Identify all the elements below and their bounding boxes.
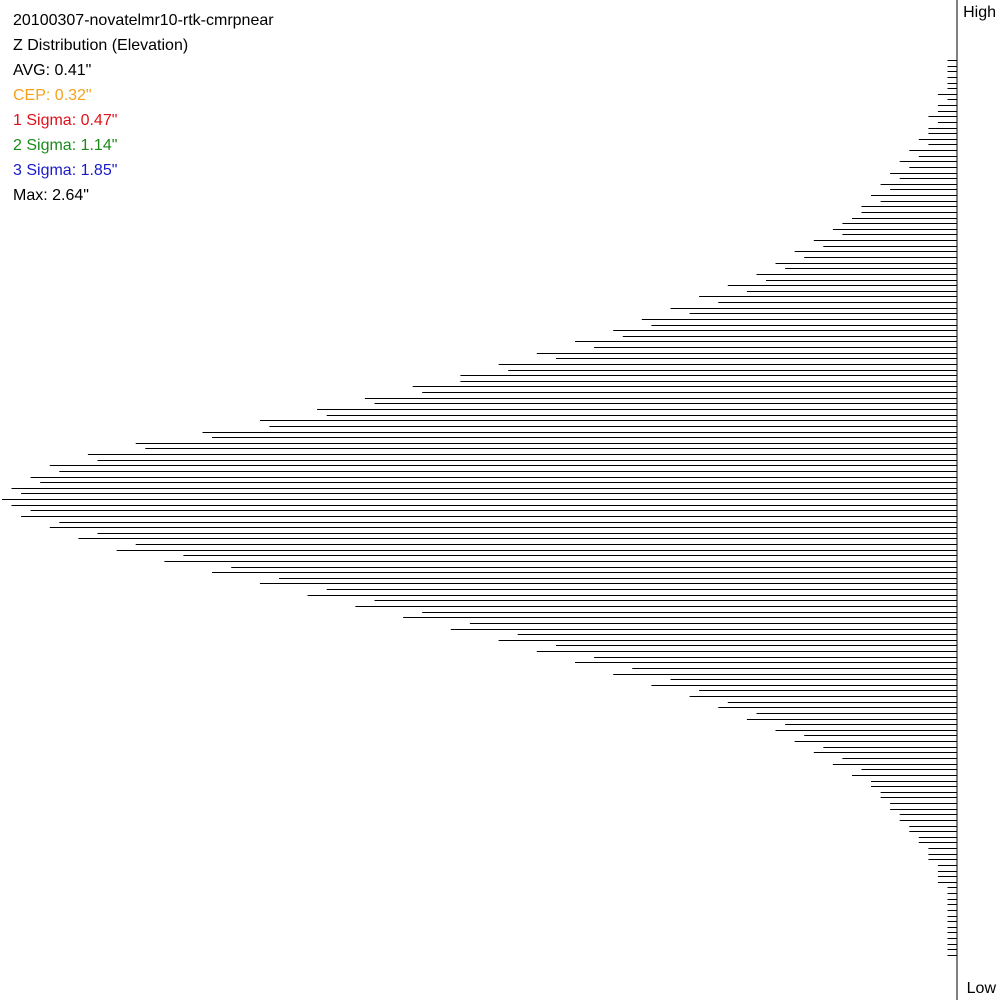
axis-label-low: Low bbox=[966, 980, 996, 997]
chart-subtitle: Z Distribution (Elevation) bbox=[13, 37, 189, 54]
chart-title: 20100307-novatelmr10-rtk-cmrpnear bbox=[13, 12, 274, 29]
bars-group bbox=[2, 60, 957, 956]
stat-cep: CEP: 0.32" bbox=[13, 87, 92, 104]
stat-2-sigma: 2 Sigma: 1.14" bbox=[13, 137, 118, 154]
stat-avg: AVG: 0.41" bbox=[13, 62, 92, 79]
stat-max: Max: 2.64" bbox=[13, 187, 89, 204]
stat-1-sigma: 1 Sigma: 0.47" bbox=[13, 112, 118, 129]
stat-3-sigma: 3 Sigma: 1.85" bbox=[13, 162, 118, 179]
stats-panel: 20100307-novatelmr10-rtk-cmrpnear Z Dist… bbox=[13, 8, 274, 208]
axis-label-high: High bbox=[963, 4, 996, 21]
